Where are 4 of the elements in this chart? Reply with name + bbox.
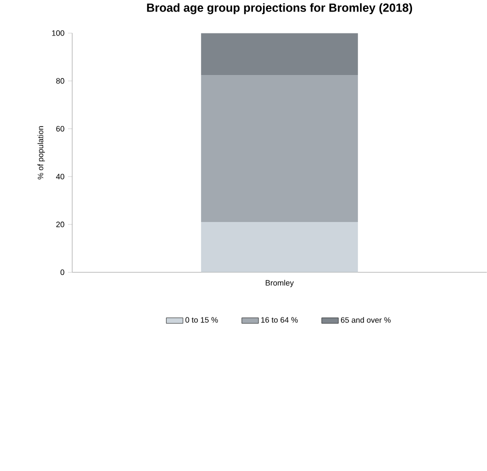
bar xyxy=(201,33,358,76)
bar xyxy=(201,222,358,272)
bar xyxy=(201,75,358,222)
chart-title: Broad age group projections for Bromley (2018) xyxy=(147,3,412,14)
